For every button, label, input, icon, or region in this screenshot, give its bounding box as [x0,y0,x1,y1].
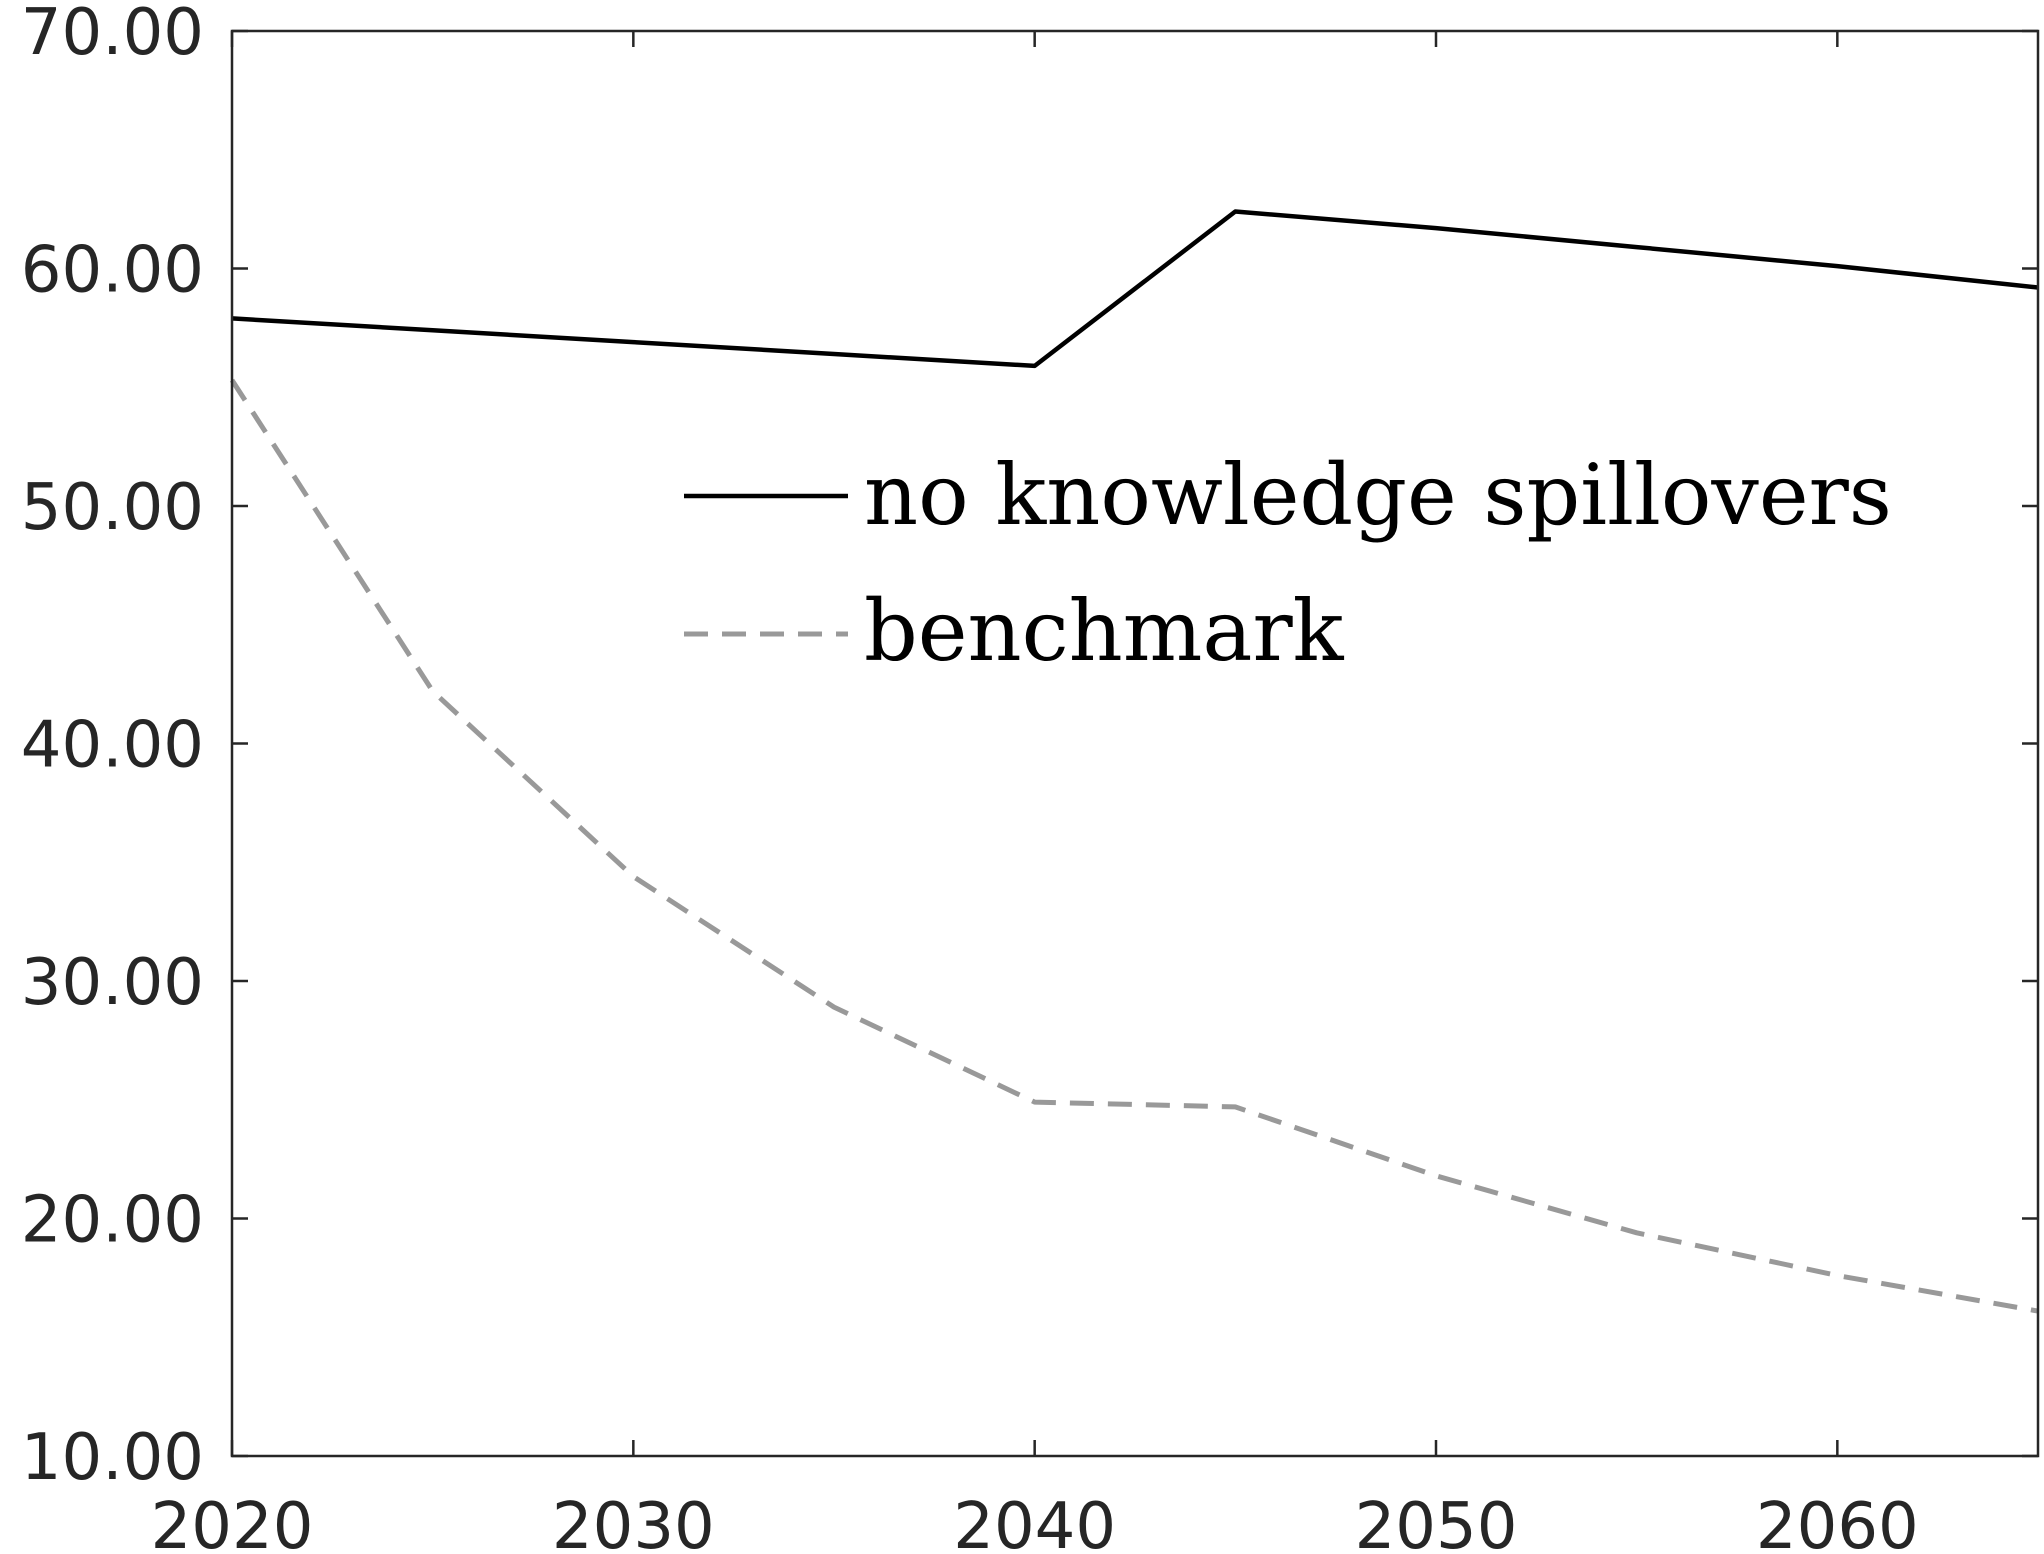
plot-box [230,29,2040,1458]
y-tick-label: 10.00 [21,1421,204,1495]
x-tick-label: 2020 [151,1490,314,1554]
y-tick-label: 20.00 [21,1184,204,1258]
y-tick-label: 40.00 [21,709,204,783]
y-tick-label: 60.00 [21,234,204,308]
legend: no knowledge spillovers benchmark [684,446,1892,680]
axis-ticks [230,29,2038,1458]
tick-labels: 2020 2030 2040 2050 2060 10.00 20.00 30.00 40.00… [21,0,1919,1554]
y-tick-label: 70.00 [21,0,204,70]
x-tick-label: 2030 [552,1490,715,1554]
series-lines [229,209,2039,1314]
series-line-benchmark [229,378,2039,1314]
series-line-no-knowledge-spillovers [231,209,2039,369]
y-tick-label: 50.00 [21,471,204,545]
x-tick-label: 2050 [1355,1490,1518,1554]
y-tick-label: 30.00 [21,946,204,1020]
x-tick-label: 2040 [953,1490,1116,1554]
legend-label: no knowledge spillovers [864,446,1892,544]
plot-frame [230,29,2040,1458]
legend-label: benchmark [864,582,1345,680]
x-tick-label: 2060 [1756,1490,1919,1554]
